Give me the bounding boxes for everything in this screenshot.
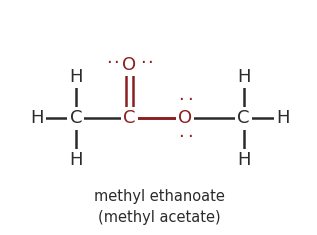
Text: H: H (69, 68, 82, 86)
Text: methyl ethanoate
(methyl acetate): methyl ethanoate (methyl acetate) (94, 189, 225, 225)
Text: O: O (178, 109, 192, 127)
Text: ⋅: ⋅ (147, 54, 152, 72)
Text: ⋅: ⋅ (187, 91, 192, 109)
Text: C: C (69, 109, 82, 127)
Text: H: H (237, 151, 250, 169)
Text: C: C (123, 109, 136, 127)
Text: H: H (237, 68, 250, 86)
Text: ⋅: ⋅ (178, 128, 184, 146)
Text: H: H (69, 151, 82, 169)
Text: ⋅: ⋅ (187, 128, 192, 146)
Text: ⋅: ⋅ (178, 91, 184, 109)
Text: ⋅: ⋅ (113, 54, 119, 72)
Text: O: O (122, 56, 136, 74)
Text: H: H (276, 109, 289, 127)
Text: C: C (237, 109, 250, 127)
Text: ⋅: ⋅ (106, 54, 112, 72)
Text: ⋅: ⋅ (140, 54, 146, 72)
Text: H: H (30, 109, 44, 127)
